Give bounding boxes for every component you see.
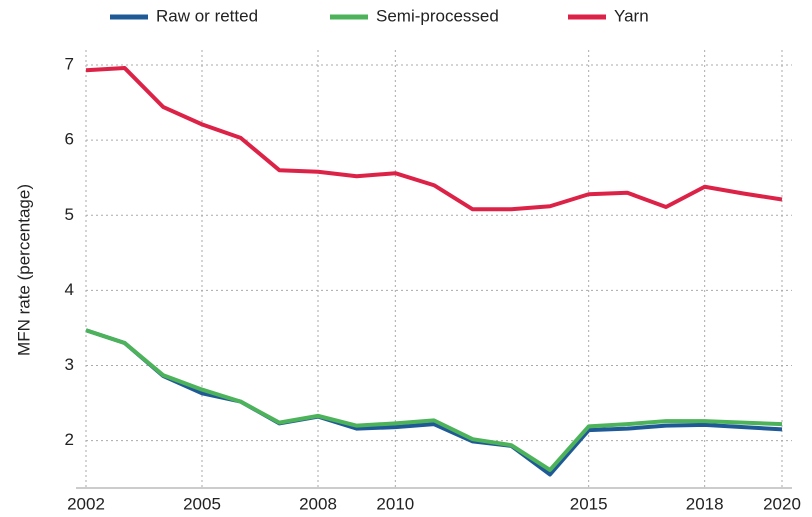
y-axis-label: MFN rate (percentage) [14,184,33,356]
series-line [85,66,783,212]
series-line [85,328,783,477]
y-tick-label: 5 [65,205,74,224]
x-tick-label: 2018 [686,494,724,513]
y-tick-label: 7 [65,55,74,74]
x-tick-label: 2015 [570,494,608,513]
series-line [85,328,783,472]
x-tick-label: 2020 [763,494,801,513]
x-tick-label: 2010 [376,494,414,513]
y-tick-label: 2 [65,430,74,449]
y-tick-label: 4 [65,280,74,299]
legend-label: Raw or retted [156,6,258,25]
legend-label: Semi-processed [376,6,499,25]
x-tick-label: 2005 [183,494,221,513]
x-tick-label: 2008 [299,494,337,513]
legend-label: Yarn [614,6,649,25]
x-tick-label: 2002 [67,494,105,513]
y-tick-label: 6 [65,130,74,149]
y-tick-label: 3 [65,355,74,374]
